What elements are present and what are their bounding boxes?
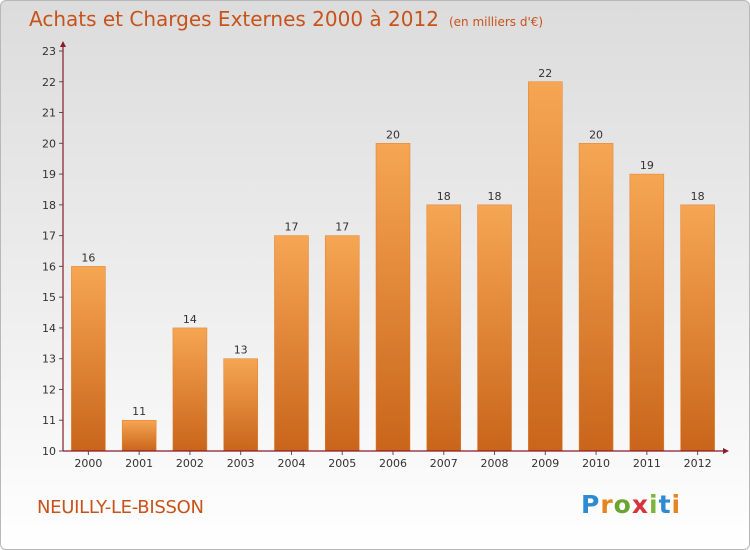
x-tick-label: 2006	[379, 457, 407, 470]
x-tick-label: 2008	[481, 457, 509, 470]
y-tick-label: 14	[42, 322, 56, 335]
bars-group: 16 11 14 13 17 17 20 18 18 22 20 19 18	[71, 67, 715, 452]
bar	[375, 143, 411, 452]
logo-letter: o	[613, 490, 632, 519]
title-text: Achats et Charges Externes 2000 à 2012	[29, 7, 439, 31]
y-tick-label: 22	[42, 76, 56, 89]
bar	[274, 235, 309, 452]
y-tick-label: 19	[42, 168, 56, 181]
data-label: 13	[234, 344, 248, 357]
data-label: 16	[81, 251, 95, 264]
bar	[426, 204, 462, 452]
bar	[680, 204, 715, 452]
x-tick-label: 2010	[582, 457, 610, 470]
bar	[477, 204, 512, 452]
data-label: 22	[538, 67, 552, 80]
y-tick-label: 16	[42, 260, 56, 273]
data-label: 14	[183, 313, 197, 326]
data-label: 18	[488, 190, 502, 203]
y-tick-label: 20	[42, 137, 56, 150]
y-tick-label: 18	[42, 199, 56, 212]
data-label: 20	[589, 128, 603, 141]
bar	[629, 173, 665, 452]
x-tick-label: 2003	[227, 457, 255, 470]
y-tick-label: 17	[42, 230, 56, 243]
bar	[121, 419, 157, 452]
y-tick-label: 12	[42, 383, 56, 396]
commune-name: NEUILLY-LE-BISSON	[37, 497, 204, 518]
bar	[324, 235, 360, 452]
x-tick-label: 2011	[633, 457, 661, 470]
y-tick-label: 23	[42, 45, 56, 58]
axes-group: 2000 2001 2002 2003 2004 2005 2006 2007 2008 2009…	[42, 41, 729, 470]
logo-letter: x	[631, 490, 649, 519]
y-tick-label: 15	[42, 291, 56, 304]
bar	[172, 327, 208, 452]
logo-letter: P	[581, 490, 601, 519]
data-label: 18	[691, 190, 705, 203]
logo-letter: r	[600, 490, 614, 519]
chart-title: Achats et Charges Externes 2000 à 2012 (e…	[29, 7, 543, 31]
x-tick-label: 2001	[125, 457, 153, 470]
y-tick-label: 10	[42, 445, 56, 458]
data-label: 17	[335, 221, 349, 234]
chart-subtitle: (en milliers d'€)	[448, 15, 544, 29]
proxiti-logo: Proxiti	[581, 490, 681, 519]
x-axis-arrow	[723, 448, 729, 454]
logo-letter: t	[658, 490, 672, 519]
x-tick-label: 2002	[176, 457, 204, 470]
bar	[71, 266, 106, 452]
data-label: 11	[132, 405, 146, 418]
data-label: 20	[386, 128, 400, 141]
data-label: 18	[437, 190, 451, 203]
x-tick-label: 2012	[684, 457, 712, 470]
x-tick-label: 2005	[328, 457, 356, 470]
y-tick-label: 13	[42, 353, 56, 366]
x-tick-label: 2009	[531, 457, 559, 470]
data-label: 17	[284, 221, 298, 234]
y-tick-label: 21	[42, 107, 56, 120]
bar	[528, 81, 563, 452]
logo-letter: i	[649, 490, 659, 519]
bar	[578, 143, 614, 452]
bar	[223, 358, 258, 452]
y-axis-arrow	[60, 41, 66, 47]
x-tick-label: 2007	[430, 457, 458, 470]
y-tick-label: 11	[42, 414, 56, 427]
x-tick-label: 2000	[74, 457, 102, 470]
data-label: 19	[640, 159, 654, 172]
x-tick-label: 2004	[277, 457, 305, 470]
logo-letter: i	[671, 490, 682, 519]
